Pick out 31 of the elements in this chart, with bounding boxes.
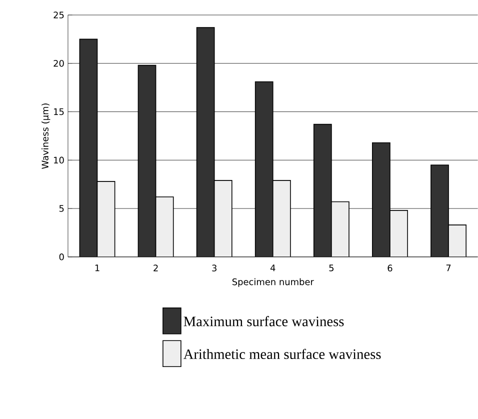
x-tick-label: 6 (388, 264, 392, 272)
legend-label: Maximum surface waviness (184, 316, 344, 326)
bar (196, 27, 215, 257)
bar (430, 164, 449, 257)
x-axis-title: Specimen number (232, 278, 314, 288)
y-tick-label: 20 (54, 60, 64, 67)
bar (96, 181, 116, 257)
bar (372, 142, 390, 257)
y-tick-label: 0 (59, 254, 64, 260)
x-tick-label: 2 (154, 264, 158, 272)
x-tick-label: 3 (212, 264, 216, 272)
bar (390, 210, 408, 257)
y-tick-label: 25 (54, 12, 64, 18)
bar (79, 38, 98, 257)
bar (138, 65, 156, 257)
y-tick-label: 15 (54, 108, 64, 116)
x-tick-label: 4 (270, 264, 276, 272)
bar (155, 196, 174, 257)
x-tick-label: 1 (95, 264, 100, 272)
bar (448, 224, 466, 257)
bar (254, 81, 274, 257)
legend-label: Arithmetic mean surface waviness (183, 348, 381, 360)
y-tick-label: 10 (54, 156, 64, 164)
y-axis-title: Waviness (μm) (42, 104, 50, 169)
y-tick-label: 5 (59, 205, 64, 212)
bar (272, 180, 291, 257)
x-tick-label: 7 (446, 264, 451, 272)
bar (331, 202, 349, 257)
bar (314, 124, 332, 257)
x-tick-label: 5 (329, 264, 334, 272)
bar (214, 180, 232, 257)
